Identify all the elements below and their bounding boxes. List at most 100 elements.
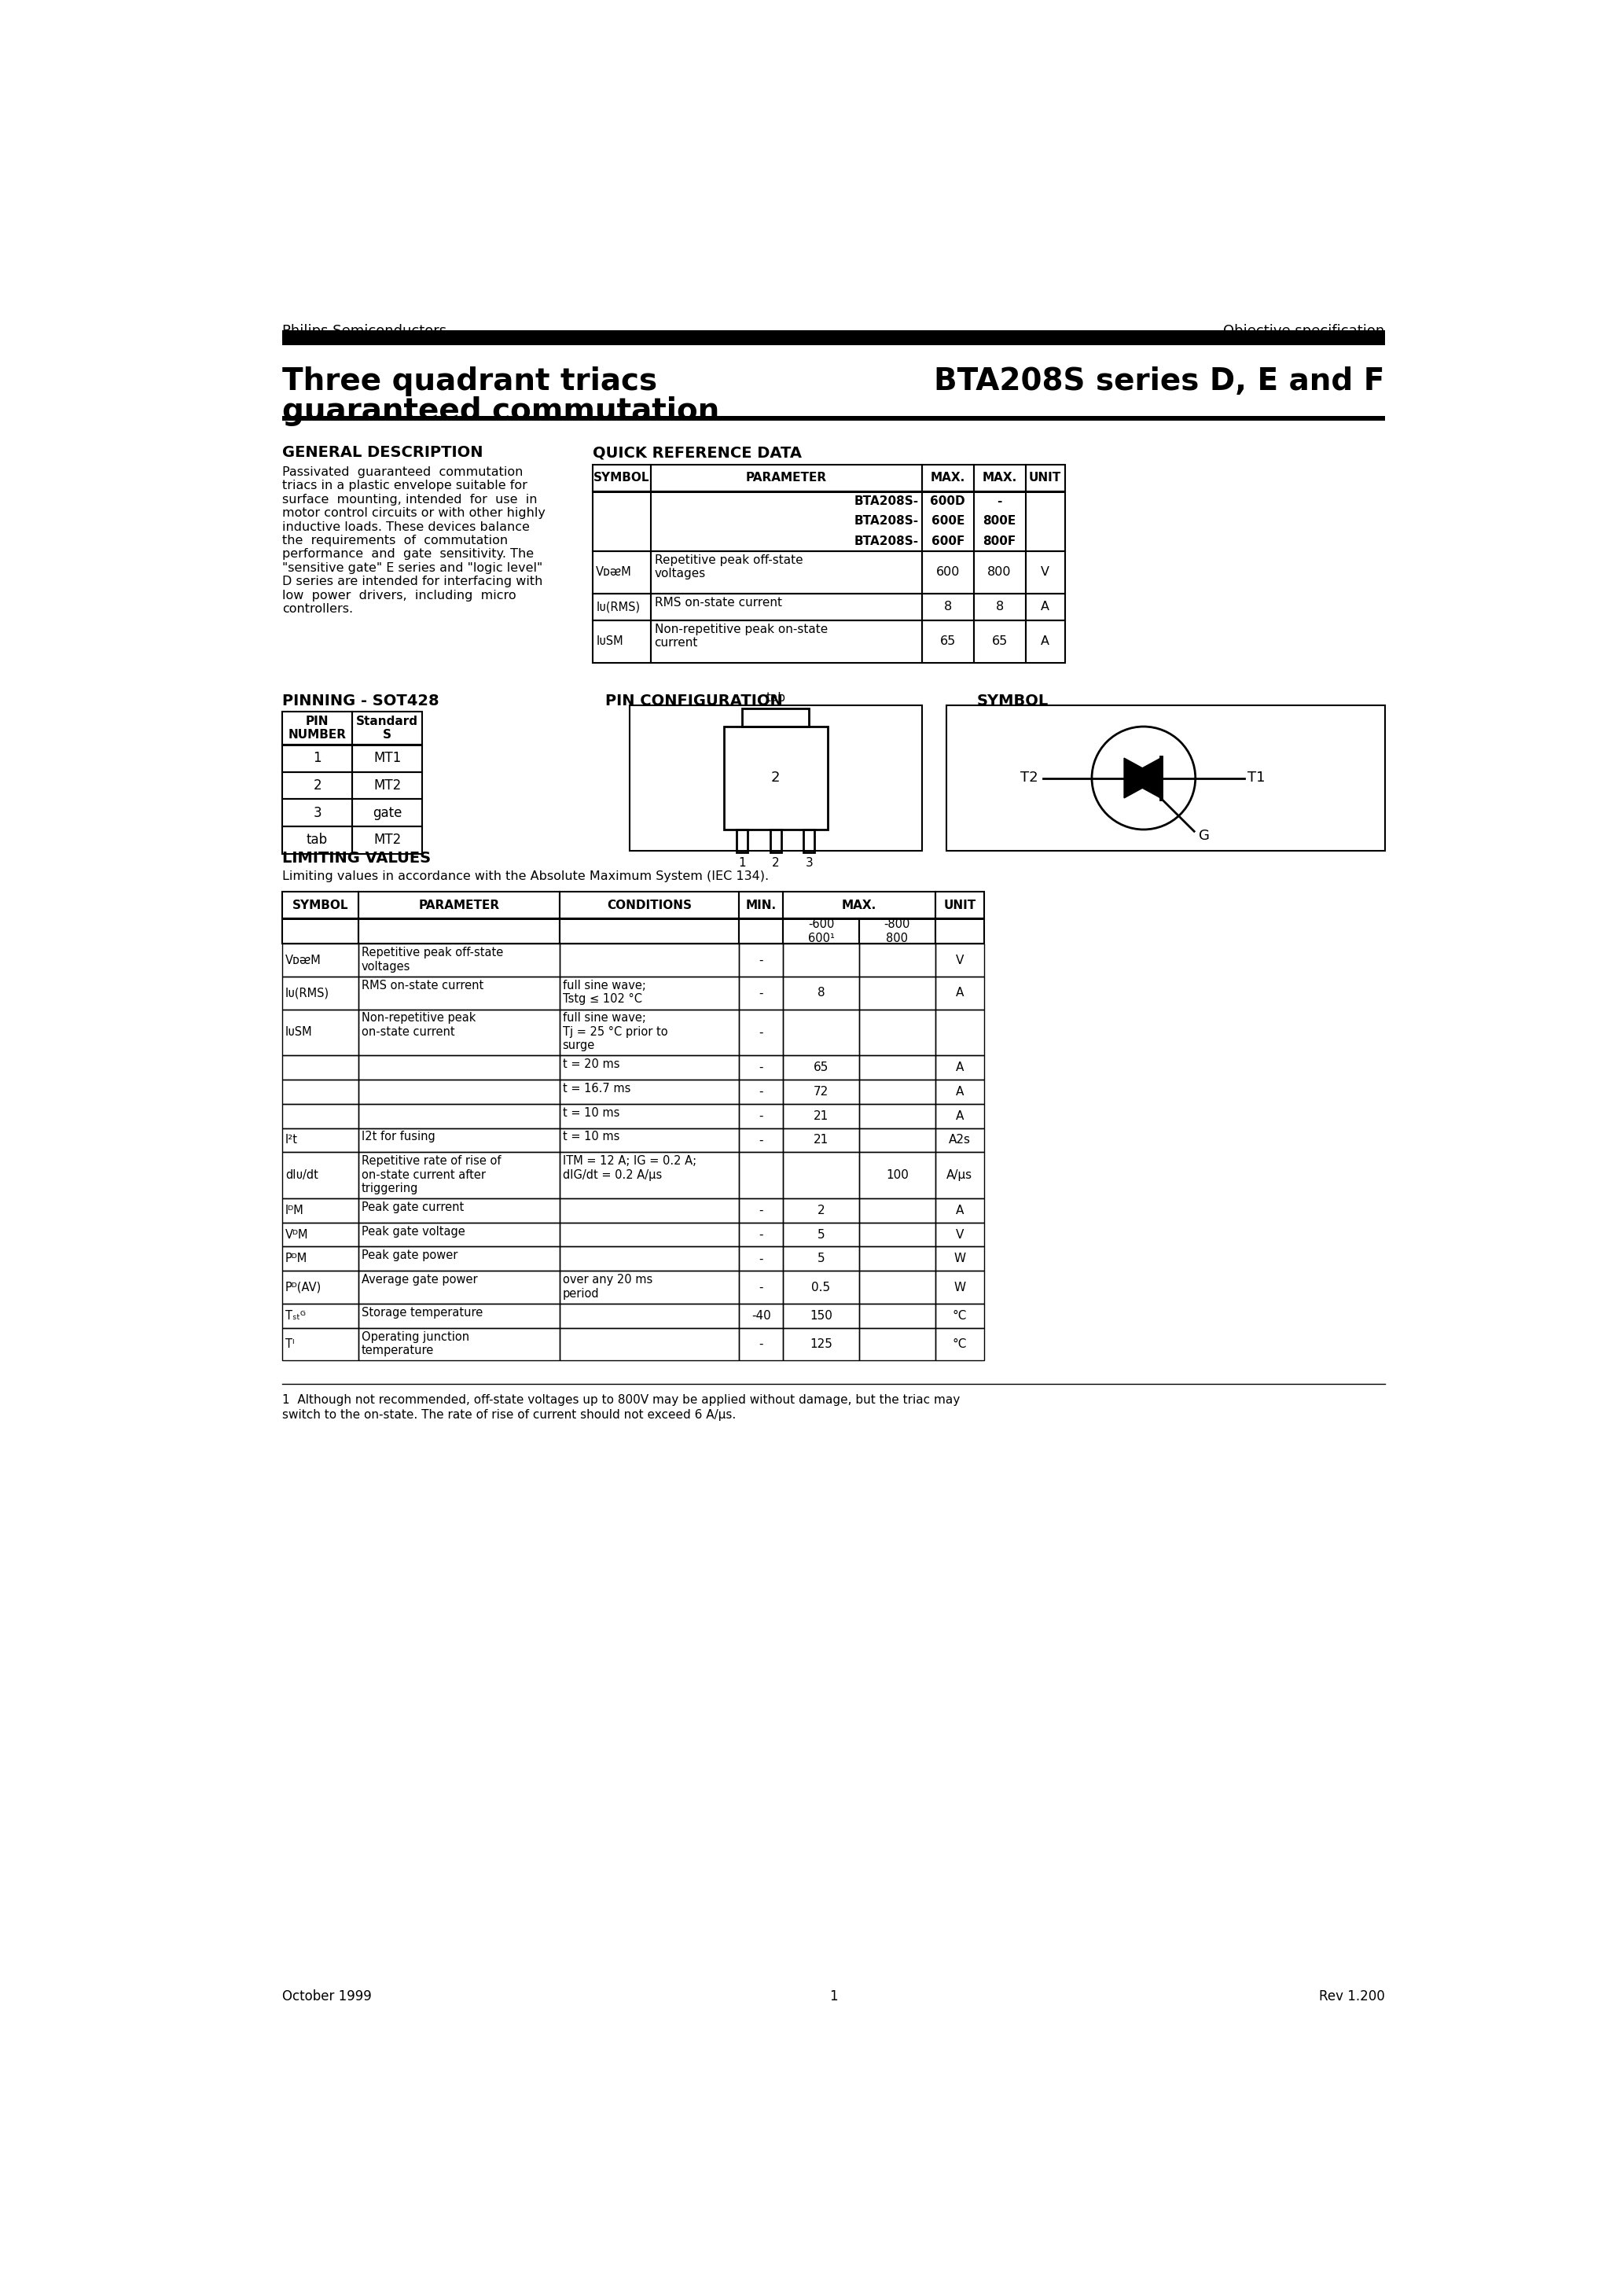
Bar	[352, 799, 422, 827]
Text: BTA208S-: BTA208S-	[854, 496, 919, 507]
Bar	[352, 712, 422, 744]
Text: CONDITIONS: CONDITIONS	[607, 900, 692, 912]
Text: Peak gate voltage: Peak gate voltage	[362, 1226, 464, 1238]
Text: 2: 2	[817, 1205, 825, 1217]
Text: Objective specification: Objective specification	[1223, 324, 1385, 338]
Text: 1: 1	[313, 751, 322, 765]
Bar	[359, 1079, 559, 1104]
Bar	[935, 1272, 984, 1304]
Polygon shape	[1124, 758, 1161, 799]
Text: PIN
NUMBER: PIN NUMBER	[287, 716, 346, 742]
Bar	[935, 1304, 984, 1327]
Bar	[783, 944, 859, 976]
Bar	[783, 1272, 859, 1304]
Bar	[935, 1153, 984, 1199]
Bar	[359, 1327, 559, 1362]
Text: BTA208S-: BTA208S-	[854, 514, 919, 526]
Bar	[359, 976, 559, 1010]
Text: t = 20 ms: t = 20 ms	[562, 1058, 619, 1070]
Text: A: A	[1041, 636, 1049, 647]
Bar	[559, 976, 739, 1010]
Bar	[783, 891, 935, 918]
Text: MT2: MT2	[374, 833, 401, 847]
Bar	[283, 976, 359, 1010]
Bar	[859, 1304, 935, 1327]
Text: full sine wave;
Tstg ≤ 102 °C: full sine wave; Tstg ≤ 102 °C	[562, 980, 646, 1006]
Bar	[859, 1056, 935, 1079]
Bar	[922, 595, 974, 620]
Bar	[283, 744, 422, 746]
Text: A/μs: A/μs	[947, 1169, 973, 1180]
Text: MAX.: MAX.	[931, 473, 965, 484]
Bar	[859, 1272, 935, 1304]
Text: 8: 8	[944, 602, 952, 613]
Text: 1  Although not recommended, off-state voltages up to 800V may be applied withou: 1 Although not recommended, off-state vo…	[283, 1394, 960, 1405]
Text: VᴰM: VᴰM	[286, 1228, 309, 1240]
Text: Non-repetitive peak on-state
current: Non-repetitive peak on-state current	[654, 622, 828, 650]
Bar	[283, 1327, 359, 1362]
Bar	[593, 464, 651, 491]
Text: 2: 2	[771, 771, 780, 785]
Bar	[742, 709, 809, 726]
Bar	[283, 1127, 359, 1153]
Text: -600
600¹: -600 600¹	[807, 918, 835, 944]
Text: A: A	[955, 1109, 963, 1123]
Bar	[783, 1199, 859, 1221]
Bar	[1025, 620, 1065, 664]
Bar	[651, 620, 922, 664]
Bar	[739, 1056, 783, 1079]
Bar	[935, 1104, 984, 1127]
Text: 600F: 600F	[931, 535, 965, 546]
Bar	[739, 1127, 783, 1153]
Bar	[559, 1304, 739, 1327]
Bar	[859, 1327, 935, 1362]
Bar	[630, 705, 922, 852]
Text: BTA208S-: BTA208S-	[854, 535, 919, 546]
Bar	[352, 827, 422, 854]
Text: A: A	[955, 1205, 963, 1217]
Bar	[593, 491, 1065, 551]
Text: Rev 1.200: Rev 1.200	[1319, 1988, 1385, 2002]
Text: guaranteed commutation: guaranteed commutation	[283, 397, 719, 427]
Text: Iᴜ(RMS): Iᴜ(RMS)	[286, 987, 330, 999]
Bar	[935, 1199, 984, 1221]
Text: -: -	[758, 1205, 763, 1217]
Text: 3: 3	[313, 806, 322, 820]
Bar	[783, 1304, 859, 1327]
Text: -: -	[758, 1026, 763, 1038]
Bar	[283, 744, 352, 771]
Text: A: A	[955, 987, 963, 999]
Bar	[922, 551, 974, 595]
Bar	[283, 799, 352, 827]
Text: GENERAL DESCRIPTION: GENERAL DESCRIPTION	[283, 445, 482, 459]
Text: MT1: MT1	[374, 751, 401, 765]
Text: VᴅᴂM: VᴅᴂM	[286, 955, 322, 967]
Bar	[935, 1247, 984, 1272]
Text: Average gate power: Average gate power	[362, 1274, 477, 1286]
Text: tab: tab	[307, 833, 328, 847]
Bar	[783, 1010, 859, 1056]
Text: Operating junction
temperature: Operating junction temperature	[362, 1332, 469, 1357]
Text: IᴰM: IᴰM	[286, 1205, 304, 1217]
Bar	[283, 1079, 359, 1104]
Bar	[559, 1221, 739, 1247]
Text: Non-repetitive peak
on-state current: Non-repetitive peak on-state current	[362, 1013, 476, 1038]
Bar	[559, 891, 739, 918]
Text: UNIT: UNIT	[1030, 473, 1062, 484]
Text: RMS on-state current: RMS on-state current	[362, 980, 484, 992]
Text: G: G	[1199, 829, 1210, 843]
Bar	[283, 918, 359, 944]
Bar	[283, 331, 1385, 344]
Bar	[283, 1272, 359, 1304]
Text: T2: T2	[1020, 771, 1038, 785]
Text: 2: 2	[771, 856, 780, 870]
Bar	[283, 827, 352, 854]
Bar	[739, 976, 783, 1010]
Bar	[739, 1153, 783, 1199]
Text: -: -	[758, 1109, 763, 1123]
Text: Iᴜ(RMS): Iᴜ(RMS)	[596, 602, 640, 613]
Text: 125: 125	[810, 1339, 833, 1350]
Text: 150: 150	[810, 1309, 833, 1322]
Bar	[922, 620, 974, 664]
Text: SYMBOL: SYMBOL	[594, 473, 650, 484]
